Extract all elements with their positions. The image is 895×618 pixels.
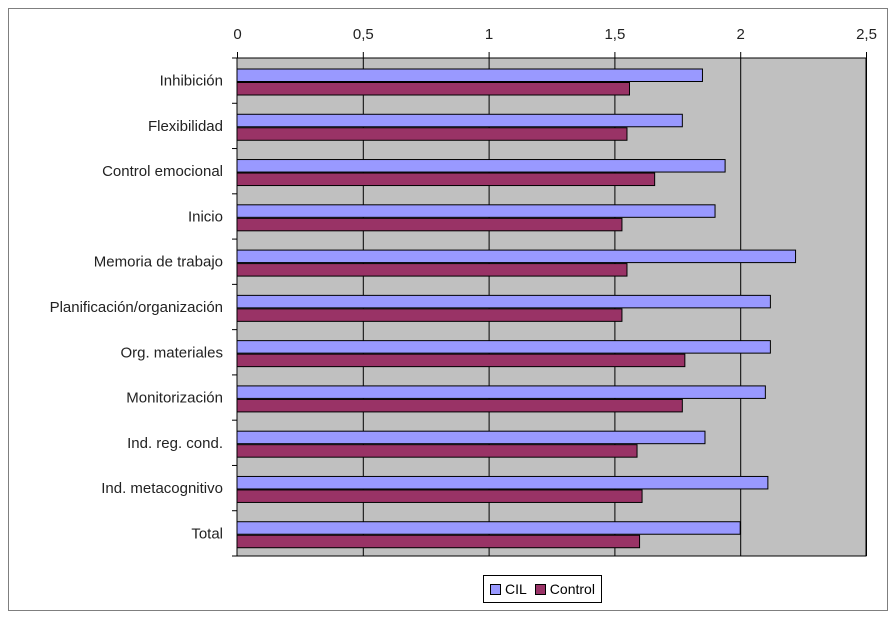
- category-label: Control emocional: [102, 163, 223, 180]
- bar-cil: [236, 113, 683, 128]
- category-label: Monitorización: [126, 390, 223, 407]
- bar-control: [236, 444, 638, 458]
- bar-cil: [236, 475, 769, 490]
- bar-control: [236, 308, 623, 322]
- legend-item-control: Control: [534, 581, 595, 597]
- x-tick-label: 0: [233, 26, 241, 43]
- bar-control: [236, 353, 686, 368]
- legend-swatch-control: [534, 583, 546, 595]
- bar-control: [236, 217, 623, 232]
- category-label: Memoria de trabajo: [94, 254, 223, 271]
- bar-cil: [236, 430, 706, 445]
- x-tick-label: 2,5: [856, 26, 877, 43]
- bar-control: [236, 127, 628, 141]
- bar-cil: [236, 521, 741, 535]
- bars: [236, 68, 797, 549]
- x-axis: 0 0,5 1 1,5 2 2,5: [233, 26, 877, 58]
- y-axis: Inhibición Flexibilidad Control emocional I…: [50, 57, 237, 557]
- bar-control: [236, 489, 643, 503]
- bar-control: [236, 398, 683, 413]
- category-label: Ind. reg. cond.: [127, 435, 223, 452]
- legend-item-cil: CIL: [490, 581, 527, 597]
- bar-cil: [236, 159, 726, 173]
- legend: CIL Control: [483, 575, 602, 603]
- bar-cil: [236, 204, 716, 218]
- bar-control: [236, 263, 628, 277]
- legend-swatch-cil: [490, 583, 501, 595]
- category-label: Inhibición: [160, 73, 223, 90]
- bar-cil: [236, 249, 797, 264]
- bar-cil: [236, 294, 771, 309]
- x-tick-label: 0,5: [353, 26, 374, 43]
- x-tick-label: 1: [485, 26, 493, 43]
- category-label: Planificación/organización: [50, 299, 223, 316]
- bar-cil: [236, 385, 766, 399]
- category-label: Org. materiales: [120, 344, 223, 361]
- x-tick-label: 2: [737, 26, 745, 43]
- legend-label-cil: CIL: [505, 581, 527, 597]
- legend-label-control: Control: [549, 581, 595, 597]
- bar-cil: [236, 340, 771, 354]
- category-label: Total: [191, 525, 223, 542]
- category-label: Ind. metacognitivo: [101, 480, 223, 497]
- bar-control: [236, 534, 641, 549]
- bar-cil: [236, 68, 703, 82]
- x-tick-label: 1,5: [604, 26, 625, 43]
- bar-control: [236, 82, 630, 96]
- category-label: Inicio: [188, 208, 223, 225]
- bar-control: [236, 172, 656, 187]
- category-label: Flexibilidad: [148, 118, 223, 135]
